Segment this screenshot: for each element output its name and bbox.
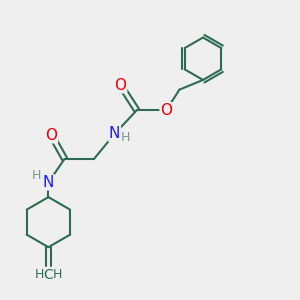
- Text: C: C: [44, 268, 53, 282]
- Text: H: H: [53, 268, 62, 281]
- Text: H: H: [32, 169, 41, 182]
- Text: H: H: [121, 131, 130, 144]
- Text: N: N: [43, 175, 54, 190]
- Text: O: O: [45, 128, 57, 143]
- Text: O: O: [115, 78, 127, 93]
- Text: H: H: [34, 268, 44, 281]
- Text: N: N: [109, 126, 120, 141]
- Text: O: O: [160, 103, 172, 118]
